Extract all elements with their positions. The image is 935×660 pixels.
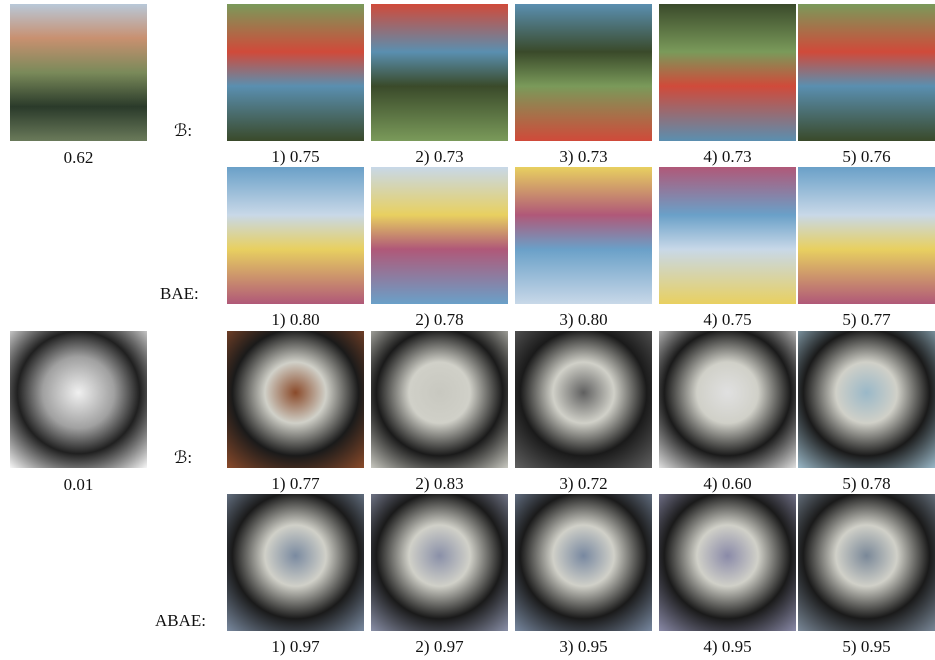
stylized-image xyxy=(371,331,508,468)
image-caption: 2) 0.97 xyxy=(415,637,464,656)
image-caption: 2) 0.73 xyxy=(415,147,464,166)
stylized-image xyxy=(227,331,364,468)
stylized-image xyxy=(515,331,652,468)
image-caption: 1) 0.80 xyxy=(271,310,320,329)
image-caption: 1) 0.75 xyxy=(271,147,320,166)
image-caption: 5) 0.95 xyxy=(842,637,891,656)
stylized-image xyxy=(227,167,364,304)
row-label: ℬ: xyxy=(174,121,193,140)
stylized-image xyxy=(798,167,935,304)
stylized-image xyxy=(659,331,796,468)
row-label: BAE: xyxy=(160,284,199,303)
stylized-image xyxy=(659,4,796,141)
image-caption: 3) 0.80 xyxy=(559,310,608,329)
stylized-image xyxy=(659,494,796,631)
source-image xyxy=(10,331,147,468)
stylized-image xyxy=(515,4,652,141)
stylized-image xyxy=(371,4,508,141)
image-caption: 4) 0.60 xyxy=(703,474,752,493)
source-score: 0.62 xyxy=(63,148,94,167)
image-caption: 5) 0.77 xyxy=(842,310,891,329)
stylized-image xyxy=(798,331,935,468)
stylized-image xyxy=(227,4,364,141)
stylized-image xyxy=(515,494,652,631)
image-caption: 2) 0.78 xyxy=(415,310,464,329)
image-caption: 3) 0.72 xyxy=(559,474,608,493)
image-caption: 4) 0.95 xyxy=(703,637,752,656)
stylized-image xyxy=(659,167,796,304)
stylized-image xyxy=(798,4,935,141)
image-caption: 1) 0.97 xyxy=(271,637,320,656)
image-caption: 4) 0.73 xyxy=(703,147,752,166)
image-caption: 5) 0.78 xyxy=(842,474,891,493)
image-caption: 5) 0.76 xyxy=(842,147,891,166)
stylized-image xyxy=(371,167,508,304)
stylized-image xyxy=(227,494,364,631)
stylized-image xyxy=(798,494,935,631)
image-caption: 2) 0.83 xyxy=(415,474,464,493)
row-label: ABAE: xyxy=(155,611,206,630)
stylized-image xyxy=(371,494,508,631)
row-label: ℬ: xyxy=(174,448,193,467)
source-image xyxy=(10,4,147,141)
image-caption: 3) 0.95 xyxy=(559,637,608,656)
source-score: 0.01 xyxy=(63,475,94,494)
stylized-image xyxy=(515,167,652,304)
image-caption: 3) 0.73 xyxy=(559,147,608,166)
image-caption: 1) 0.77 xyxy=(271,474,320,493)
image-caption: 4) 0.75 xyxy=(703,310,752,329)
